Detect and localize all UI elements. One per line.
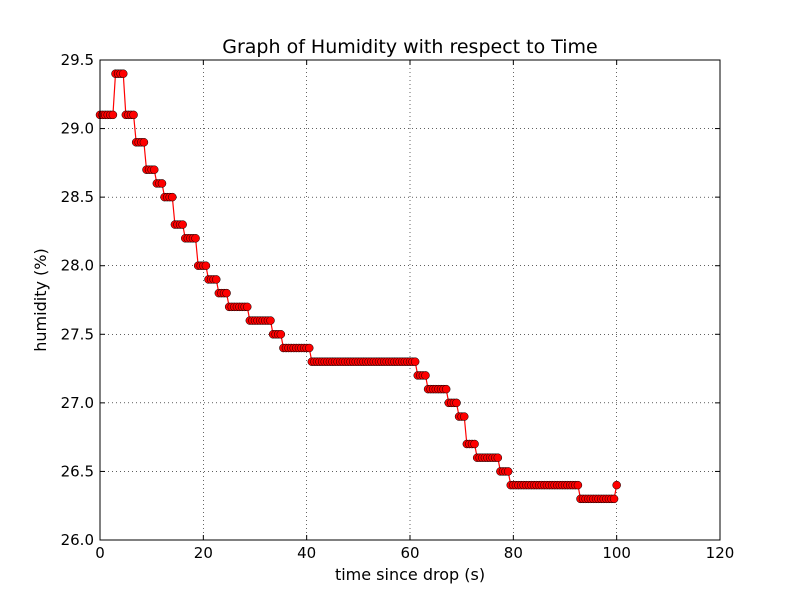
y-tick-label: 29.5 bbox=[61, 51, 94, 69]
plot-area bbox=[95, 59, 721, 541]
data-point bbox=[470, 439, 479, 449]
data-point bbox=[452, 398, 461, 408]
data-point bbox=[573, 480, 583, 490]
data-point bbox=[191, 234, 200, 243]
data-point bbox=[266, 316, 275, 325]
axis-ticks bbox=[99, 59, 721, 541]
data-point bbox=[460, 412, 469, 421]
y-axis-label: humidity (%) bbox=[31, 248, 50, 351]
y-tick-label: 26.0 bbox=[61, 531, 94, 549]
data-point bbox=[305, 343, 314, 353]
data-point bbox=[212, 275, 221, 284]
x-tick-label: 120 bbox=[706, 544, 735, 562]
x-tick-label: 0 bbox=[95, 544, 105, 562]
data-point bbox=[150, 165, 159, 174]
x-axis-label: time since drop (s) bbox=[335, 565, 485, 584]
data-point bbox=[129, 110, 138, 120]
data-point bbox=[421, 371, 430, 380]
x-tick-label: 20 bbox=[194, 544, 213, 562]
y-tick-label: 29.0 bbox=[61, 120, 94, 138]
data-point bbox=[609, 494, 619, 504]
y-tick-label: 28.5 bbox=[61, 188, 94, 206]
data-point bbox=[410, 357, 420, 366]
y-tick-label: 27.5 bbox=[61, 325, 94, 343]
x-tick-label: 40 bbox=[297, 544, 316, 562]
data-point bbox=[119, 69, 128, 78]
grid-lines bbox=[100, 60, 720, 540]
data-point bbox=[201, 261, 211, 270]
data-point bbox=[612, 480, 621, 490]
data-point bbox=[276, 330, 286, 339]
y-tick-label: 28.0 bbox=[61, 257, 94, 275]
data-point bbox=[441, 384, 451, 394]
chart-title: Graph of Humidity with respect to Time bbox=[222, 36, 598, 58]
y-tick-label: 26.5 bbox=[61, 462, 94, 480]
data-point bbox=[493, 453, 503, 462]
y-tick-label: 27.0 bbox=[61, 394, 94, 412]
data-point bbox=[222, 288, 231, 298]
data-point bbox=[168, 192, 177, 202]
x-tick-label: 80 bbox=[504, 544, 523, 562]
x-tick-label: 100 bbox=[602, 544, 631, 562]
data-point bbox=[243, 302, 252, 312]
data-point bbox=[157, 179, 167, 188]
data-point bbox=[108, 110, 118, 120]
data-point bbox=[139, 138, 149, 147]
x-tick-label: 60 bbox=[400, 544, 419, 562]
data-point bbox=[178, 220, 187, 229]
data-point bbox=[503, 467, 513, 476]
series-humidity bbox=[95, 69, 621, 504]
